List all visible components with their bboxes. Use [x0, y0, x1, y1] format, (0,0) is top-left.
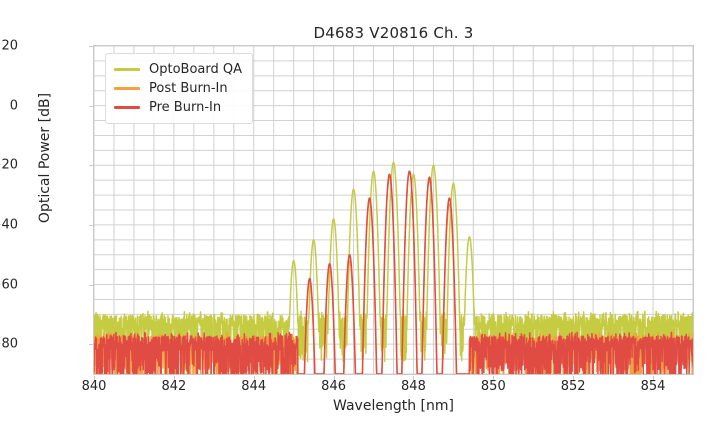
legend-label: Pre Burn-In: [149, 100, 222, 115]
x-tick-label: 844: [241, 379, 267, 394]
y-tick-label: −60: [0, 277, 18, 293]
chart-title: D4683 V20816 Ch. 3: [313, 24, 474, 42]
y-tick-mark: [89, 46, 93, 47]
y-tick-mark: [89, 224, 93, 226]
y-tick-mark: [89, 165, 93, 167]
x-tick-mark: [413, 376, 415, 380]
y-tick-label: −80: [0, 336, 18, 352]
legend-swatch-icon: [114, 68, 140, 71]
x-tick-mark: [653, 376, 655, 380]
x-axis-label: Wavelength [nm]: [333, 398, 454, 414]
x-tick-mark: [253, 376, 255, 380]
spectrum-plot: [94, 46, 693, 374]
y-tick-mark: [89, 284, 93, 286]
x-tick-label: 842: [161, 379, 187, 394]
x-tick-label: 848: [401, 379, 426, 394]
legend-item[interactable]: OptoBoard QA: [114, 60, 242, 79]
legend-swatch-icon: [114, 87, 140, 90]
y-tick-label: 20: [1, 38, 18, 54]
y-tick-mark: [89, 344, 93, 346]
legend-item[interactable]: Pre Burn-In: [114, 98, 242, 117]
x-tick-label: 854: [640, 379, 666, 394]
chart-legend: OptoBoard QA Post Burn-In Pre Burn-In: [105, 53, 253, 124]
y-tick-label: 0: [9, 98, 18, 114]
y-tick-mark: [89, 105, 93, 107]
series-line-pre-burn-in: [94, 170, 693, 374]
legend-label: OptoBoard QA: [149, 62, 242, 77]
legend-item[interactable]: Post Burn-In: [114, 79, 242, 98]
x-tick-mark: [333, 376, 335, 380]
series-line-optoboard-qa: [94, 161, 693, 363]
legend-label: Post Burn-In: [149, 81, 228, 96]
x-tick-mark: [94, 376, 95, 380]
x-tick-label: 852: [560, 379, 586, 394]
x-tick-mark: [493, 376, 495, 380]
x-tick-mark: [173, 376, 175, 380]
y-tick-label: −40: [0, 217, 18, 233]
x-tick-label: 846: [321, 379, 346, 394]
y-tick-label: −20: [0, 157, 18, 173]
y-axis-label: Optical Power [dB]: [37, 92, 53, 224]
x-tick-mark: [573, 376, 575, 380]
x-tick-label: 850: [480, 379, 506, 394]
x-tick-label: 840: [81, 379, 107, 394]
legend-swatch-icon: [114, 106, 140, 109]
